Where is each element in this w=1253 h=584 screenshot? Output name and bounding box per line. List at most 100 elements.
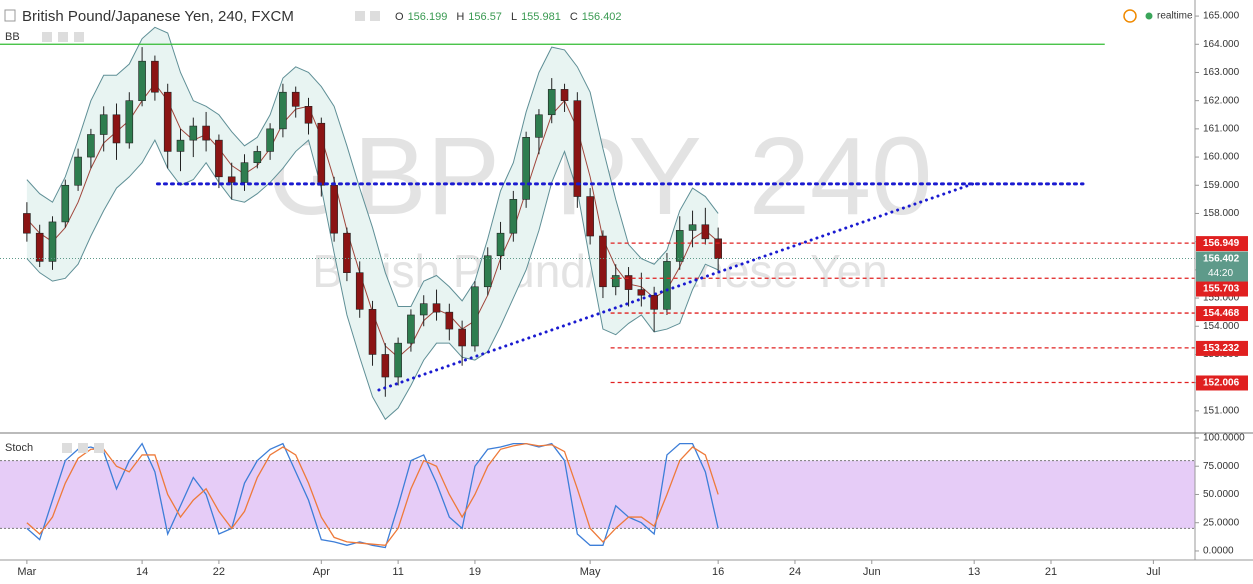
x-tick-label: 24: [789, 566, 801, 578]
quote-value: 156.57: [468, 11, 502, 23]
candle-body: [202, 125, 210, 141]
x-tick-label: 13: [968, 566, 980, 578]
stoch-panel: [0, 442, 1195, 549]
candle-body: [279, 91, 287, 130]
countdown-label: 44:20: [1208, 268, 1233, 279]
candle-body: [240, 162, 249, 183]
candle-body: [151, 60, 159, 93]
stoch-close-icon[interactable]: [94, 443, 104, 453]
candle-body: [688, 224, 697, 231]
candle-body: [394, 342, 402, 378]
candle-body: [266, 128, 274, 152]
x-tick-label: 16: [712, 566, 724, 578]
candle-body: [407, 314, 415, 344]
last-price-label-bg: [1196, 251, 1248, 282]
level-label: 154.468: [1203, 308, 1240, 319]
alert-icon[interactable]: [1123, 9, 1137, 23]
x-tick-label: 21: [1045, 566, 1057, 578]
stoch-y-tick-label: 100.0000: [1203, 433, 1245, 444]
bb-close-icon[interactable]: [74, 32, 84, 42]
candle-body: [317, 122, 326, 186]
level-label: 153.232: [1203, 343, 1240, 354]
stoch-y-tick-label: 75.0000: [1203, 461, 1240, 472]
candle-body: [74, 156, 82, 186]
realtime-dot: [1145, 12, 1153, 20]
x-tick-label: 22: [213, 566, 225, 578]
header: British Pound/Japanese Yen, 240, FXCM BB…: [4, 8, 1193, 454]
candle-body: [509, 199, 518, 234]
quote-label: L: [511, 11, 517, 23]
level-label-bg: [1196, 375, 1248, 391]
stoch-d: [26, 442, 719, 546]
y-tick-label: 158.000: [1203, 208, 1240, 219]
settings-icon[interactable]: [355, 11, 365, 21]
candle-body: [125, 100, 134, 144]
stoch-settings-icon[interactable]: [78, 443, 88, 453]
level-label: 155.703: [1203, 284, 1240, 295]
level-label-bg: [1196, 306, 1248, 322]
candle-body: [87, 134, 95, 158]
candle-body: [61, 184, 70, 223]
candle-body: [471, 286, 479, 347]
candle-body: [496, 232, 505, 257]
y-tick-label: 151.000: [1203, 405, 1240, 416]
quote-value: 155.981: [521, 11, 561, 23]
candle-body: [701, 224, 710, 240]
bb-settings-icon[interactable]: [58, 32, 68, 42]
realtime-status: realtime: [1157, 11, 1193, 22]
level-label: 156.949: [1203, 238, 1240, 249]
stoch-k: [26, 442, 719, 549]
candle-body: [599, 235, 607, 288]
collapse-icon[interactable]: [4, 9, 16, 22]
y-tick-label: 155.000: [1203, 293, 1240, 304]
quote-value: 156.199: [408, 11, 448, 23]
stoch-eye-icon[interactable]: [62, 443, 72, 453]
candle-body: [368, 309, 377, 355]
candle-body: [458, 328, 466, 347]
candle-body: [23, 213, 31, 234]
format-icon[interactable]: [370, 11, 380, 21]
stoch-title: Stoch: [5, 442, 33, 454]
candle-body: [227, 176, 236, 183]
x-tick-label: Jun: [863, 566, 881, 578]
y-tick-label: 161.000: [1203, 124, 1240, 135]
candle-body: [663, 261, 671, 310]
y-tick-label: 165.000: [1203, 11, 1240, 22]
quote-value: 156.402: [582, 11, 622, 23]
y-tick-label: 163.000: [1203, 67, 1240, 78]
symbol-title: British Pound/Japanese Yen, 240, FXCM: [22, 8, 294, 25]
x-tick-label: Mar: [17, 566, 36, 578]
bb-fill: [26, 27, 719, 420]
candle-body: [176, 139, 185, 152]
level-label-bg: [1196, 281, 1248, 297]
candle-body: [675, 230, 684, 262]
candle-body: [573, 100, 582, 197]
y-tick-label: 159.000: [1203, 180, 1240, 191]
y-tick-label: 154.000: [1203, 321, 1240, 332]
candle-body: [304, 106, 313, 124]
price-panel: [0, 26, 1195, 421]
trendline: [377, 181, 977, 392]
level-label-bg: [1196, 340, 1248, 356]
candle-body: [355, 272, 364, 310]
candle-body: [650, 294, 658, 310]
quote-label: C: [570, 11, 578, 23]
candle-body: [586, 196, 594, 237]
candle-body: [99, 114, 108, 135]
candle-body: [637, 289, 646, 296]
candle-body: [483, 255, 492, 288]
bb-eye-icon[interactable]: [42, 32, 52, 42]
x-tick-label: 14: [136, 566, 148, 578]
level-label-bg: [1196, 236, 1248, 252]
candle-body: [163, 91, 172, 152]
candle-body: [35, 232, 44, 262]
stoch-y-tick-label: 25.0000: [1203, 517, 1240, 528]
x-tick-label: 19: [469, 566, 481, 578]
candle-body: [624, 275, 633, 290]
candle-body: [291, 91, 300, 107]
candle-body: [611, 275, 620, 288]
candle-body: [522, 137, 530, 200]
